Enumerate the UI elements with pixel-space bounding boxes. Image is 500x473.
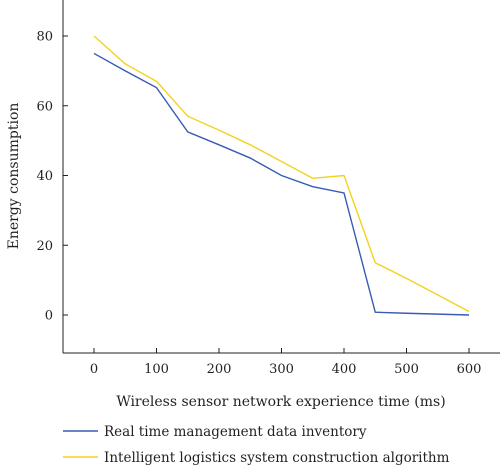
y-tick-label: 20 <box>36 239 53 254</box>
series-lines <box>93 35 470 316</box>
series-line <box>93 35 470 313</box>
x-tick-label: 600 <box>457 362 482 377</box>
x-tick-label: 0 <box>90 362 98 377</box>
axes <box>62 0 500 354</box>
x-tick-label: 300 <box>269 362 294 377</box>
x-tick-label: 500 <box>394 362 419 377</box>
legend-label: Intelligent logistics system constructio… <box>104 450 450 466</box>
y-axis-title: Energy consumption <box>6 103 22 250</box>
x-tick-label: 200 <box>207 362 232 377</box>
legend: Real time management data inventory Intel… <box>63 424 450 466</box>
y-tick-label: 80 <box>36 30 53 45</box>
y-tick-label: 60 <box>36 99 53 114</box>
x-tick-label: 100 <box>144 362 169 377</box>
x-ticks: 0 100 200 300 400 500 600 <box>90 348 482 377</box>
x-axis-title: Wireless sensor network experience time … <box>116 394 445 410</box>
series-line <box>93 52 470 316</box>
legend-label: Real time management data inventory <box>104 424 367 440</box>
x-tick-label: 400 <box>332 362 357 377</box>
y-tick-label: 40 <box>36 169 53 184</box>
y-ticks: 0 20 40 60 80 <box>36 30 68 324</box>
y-tick-label: 0 <box>45 309 53 324</box>
